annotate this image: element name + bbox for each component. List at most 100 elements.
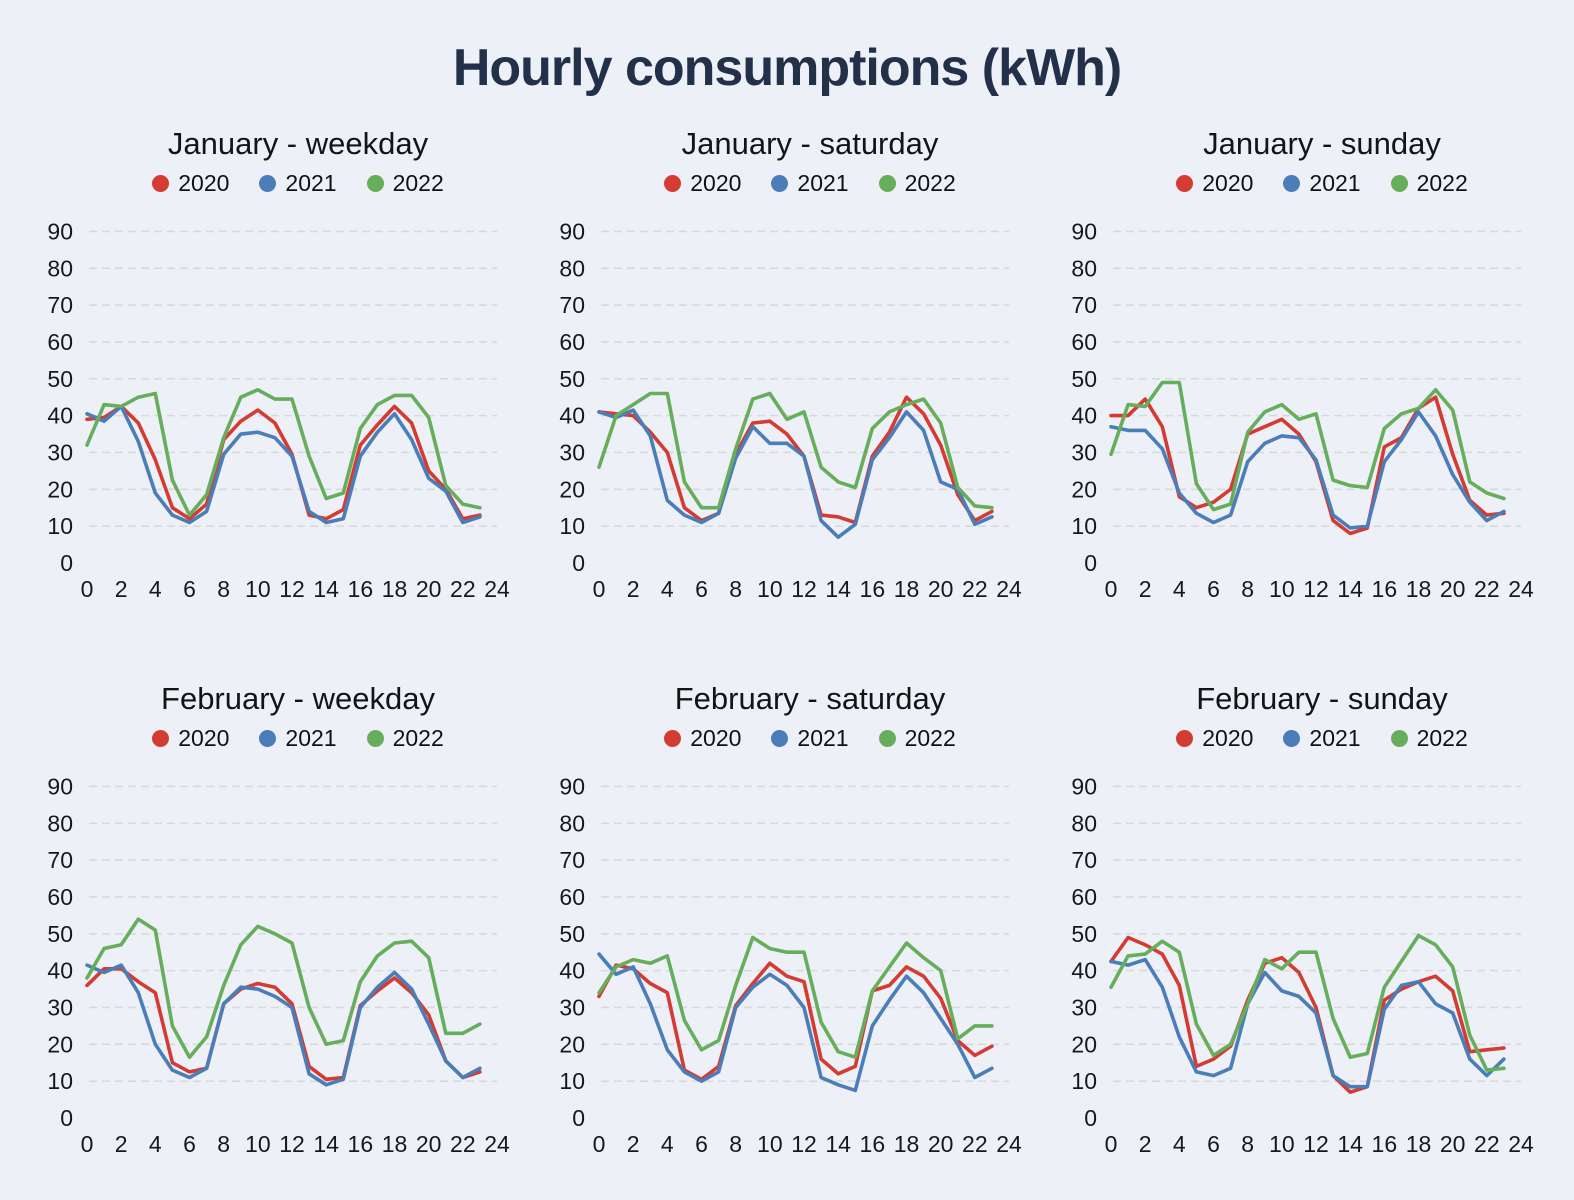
y-tick-label: 80 [559, 255, 585, 281]
y-tick-label: 70 [47, 847, 73, 873]
legend-item-2021: 2021 [259, 725, 337, 752]
x-tick-label: 18 [382, 1131, 408, 1157]
legend-label: 2022 [904, 170, 956, 196]
y-tick-label: 80 [47, 810, 73, 836]
y-tick-label: 90 [47, 773, 73, 799]
y-tick-label: 50 [1071, 921, 1097, 947]
y-tick-label: 20 [47, 1031, 73, 1057]
y-tick-label: 0 [572, 550, 585, 576]
x-tick-label: 0 [1105, 1131, 1118, 1157]
series-line-2022 [85, 917, 482, 1060]
y-tick-label: 20 [559, 476, 585, 502]
x-tick-label: 16 [860, 1131, 886, 1157]
y-tick-label: 40 [559, 403, 585, 429]
series-line-2022 [1109, 933, 1506, 1072]
y-tick-label: 50 [1071, 366, 1097, 392]
x-tick-label: 22 [962, 1131, 988, 1157]
y-tick-label: 10 [559, 1068, 585, 1094]
legend-item-2022: 2022 [1390, 170, 1468, 197]
x-tick-label: 6 [695, 576, 708, 602]
legend-dot-icon [1283, 175, 1301, 192]
y-tick-label: 10 [47, 1068, 73, 1094]
chart-card: January - saturday 2020 2021 2022 0 10 20 30 40 5… [537, 126, 1037, 609]
legend-item-2020: 2020 [152, 725, 229, 752]
x-tick-label: 22 [1474, 576, 1500, 602]
x-tick-label: 14 [313, 1131, 339, 1157]
y-tick-label: 30 [47, 994, 73, 1020]
y-tick-label: 20 [1071, 1031, 1097, 1057]
x-tick-label: 4 [661, 576, 674, 602]
x-tick-label: 14 [1337, 1131, 1363, 1157]
x-tick-label: 8 [217, 576, 230, 602]
legend-dot-icon [366, 730, 384, 747]
legend-label: 2022 [1416, 170, 1468, 196]
x-tick-label: 4 [661, 1131, 674, 1157]
legend-item-2021: 2021 [771, 170, 849, 197]
y-tick-label: 50 [47, 921, 73, 947]
x-tick-label: 2 [1139, 576, 1152, 602]
x-tick-label: 8 [729, 1131, 742, 1157]
legend-dot-icon [878, 730, 896, 747]
x-tick-label: 10 [245, 1131, 271, 1157]
legend-item-2021: 2021 [771, 725, 849, 752]
x-tick-label: 10 [1269, 1131, 1295, 1157]
y-tick-label: 40 [47, 958, 73, 984]
legend-label: 2022 [392, 170, 444, 196]
x-tick-label: 10 [757, 576, 783, 602]
y-tick-label: 40 [559, 958, 585, 984]
x-tick-label: 8 [729, 576, 742, 602]
y-tick-label: 90 [47, 218, 73, 244]
x-tick-label: 22 [962, 576, 988, 602]
chart-legend: 2020 2021 2022 [1049, 170, 1549, 197]
chart-legend: 2020 2021 2022 [537, 170, 1037, 197]
legend-item-2022: 2022 [1390, 725, 1468, 752]
x-tick-label: 24 [1508, 576, 1534, 602]
x-tick-label: 22 [450, 1131, 476, 1157]
y-tick-label: 70 [1071, 292, 1097, 318]
series-line-2021 [85, 963, 482, 1087]
legend-dot-icon [152, 730, 170, 747]
legend-item-2020: 2020 [1176, 725, 1253, 752]
legend-dot-icon [771, 175, 789, 192]
y-tick-label: 80 [47, 255, 73, 281]
y-tick-label: 90 [559, 773, 585, 799]
legend-label: 2021 [285, 170, 337, 196]
y-tick-label: 30 [1071, 994, 1097, 1020]
series-line-2021 [85, 404, 482, 525]
chart-legend: 2020 2021 2022 [537, 725, 1037, 752]
x-tick-label: 2 [1139, 1131, 1152, 1157]
x-tick-label: 12 [791, 576, 817, 602]
chart-card: January - sunday 2020 2021 2022 0 10 20 30 40 50 6… [1049, 126, 1549, 609]
legend-dot-icon [259, 730, 277, 747]
legend-dot-icon [771, 730, 789, 747]
x-tick-label: 18 [894, 1131, 920, 1157]
chart-title: February - weekday [161, 681, 435, 716]
y-tick-label: 30 [47, 439, 73, 465]
y-tick-label: 0 [60, 550, 73, 576]
y-tick-label: 80 [559, 810, 585, 836]
x-tick-label: 20 [928, 576, 954, 602]
x-tick-label: 8 [1241, 576, 1254, 602]
series-line-2020 [85, 404, 482, 521]
series-line-2022 [1109, 380, 1506, 512]
x-tick-label: 18 [894, 576, 920, 602]
legend-label: 2021 [797, 725, 849, 751]
chart-card: February - saturday 2020 2021 2022 0 10 20 30 40… [537, 681, 1037, 1164]
legend-dot-icon [1390, 730, 1408, 747]
x-tick-label: 8 [217, 1131, 230, 1157]
legend-label: 2022 [392, 725, 444, 751]
x-tick-label: 16 [1372, 1131, 1398, 1157]
y-tick-label: 70 [47, 292, 73, 318]
legend-item-2020: 2020 [1176, 170, 1253, 197]
legend-label: 2020 [178, 725, 230, 751]
legend-dot-icon [664, 730, 682, 747]
x-tick-label: 14 [825, 576, 851, 602]
legend-dot-icon [878, 175, 896, 192]
y-tick-label: 60 [559, 329, 585, 355]
y-tick-label: 30 [1071, 439, 1097, 465]
x-tick-label: 0 [593, 576, 606, 602]
